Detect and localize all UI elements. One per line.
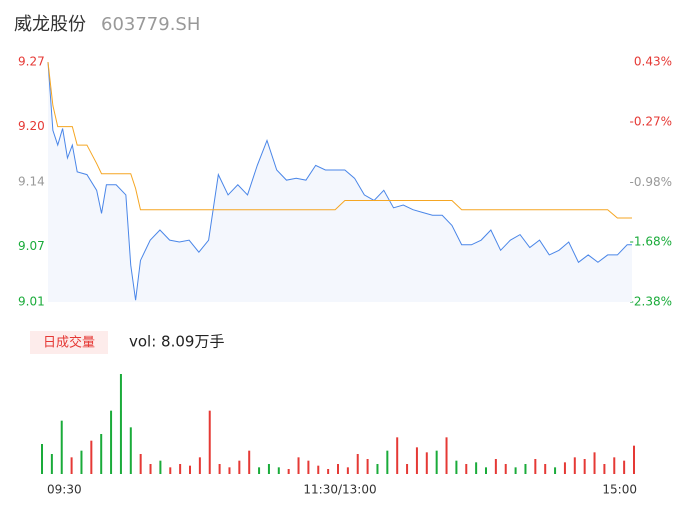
volume-bar [169,467,172,474]
volume-bar [189,465,191,474]
volume-bar [41,444,43,474]
volume-legend: 日成交量 [43,335,95,351]
volume-bar [396,437,399,474]
price-line [47,61,632,301]
volume-bar [198,457,201,474]
volume-bar [218,464,221,474]
volume-bar [366,459,369,474]
y2-tick-label: -0.27% [630,114,672,128]
volume-bar [573,457,576,474]
volume-bar [613,457,616,474]
volume-bar [327,469,330,474]
y-tick-label: 9.07 [18,239,45,253]
volume-bar [70,457,73,474]
volume-bar [475,462,478,474]
volume-bar [406,464,409,474]
volume-bar [563,462,566,474]
y-tick-label: 9.20 [18,119,45,133]
volume-bar [465,464,468,474]
volume-bar [425,452,428,474]
volume-bar [504,464,507,474]
volume-bar [139,454,142,474]
volume-bar [287,469,290,474]
stock-name: 威龙股份 [14,14,86,35]
volume-bar [149,464,152,474]
volume-bar [386,450,389,474]
volume-bar [90,440,93,474]
volume-bar [228,467,231,474]
volume-bar [277,467,280,474]
volume-bar [208,410,211,474]
volume-bar [514,467,517,474]
volume-bar [80,450,83,474]
volume-bar [297,457,300,474]
legend-box [30,331,108,354]
x-tick-label: 15:00 [602,483,637,497]
volume-bar [50,454,53,474]
volume-bar [337,464,339,474]
volume-bar [494,459,497,474]
volume-bar [317,465,320,474]
stock-code: 603779.SH [101,14,200,35]
y2-tick-label: -1.68% [630,235,672,249]
y2-tick-label: -2.38% [630,295,672,309]
volume-bar [544,464,547,474]
volume-bar [159,460,162,474]
volume-bar [356,454,359,474]
y-tick-label: 9.14 [18,175,45,189]
y-tick-label: 9.27 [18,55,45,69]
volume-bar [633,445,635,474]
volume-bar [258,467,261,474]
volume-bar [485,467,487,474]
x-tick-label: 11:30/13:00 [303,483,376,497]
y2-tick-label: 0.43% [634,55,672,69]
volume-bar [415,447,418,474]
volume-bar [445,437,448,474]
volume-bar [554,467,557,474]
y-tick-label: 9.01 [18,295,45,309]
volume-bar [307,460,310,474]
average-line [47,61,632,219]
volume-bar [100,434,103,474]
volume-bar [267,464,270,474]
volume-bar [376,464,379,474]
y2-tick-label: -0.98% [630,175,672,189]
volume-bar [179,464,182,474]
price-area [48,62,632,302]
volume-bar [603,464,606,474]
volume-bar [534,459,537,474]
volume-bar [435,450,438,474]
volume-total: vol: 8.09万手 [129,333,224,351]
volume-bar [346,467,349,474]
x-tick-label: 09:30 [47,483,82,497]
volume-bar [524,464,527,474]
volume-bar [60,420,63,474]
volume-bar [593,452,596,474]
volume-bar [110,410,113,474]
volume-bar [455,460,458,474]
volume-bar [583,459,586,474]
volume-bar [129,427,132,474]
volume-bar [119,374,122,474]
volume-bar [238,460,241,474]
volume-bar [248,450,251,474]
volume-bar [623,460,626,474]
